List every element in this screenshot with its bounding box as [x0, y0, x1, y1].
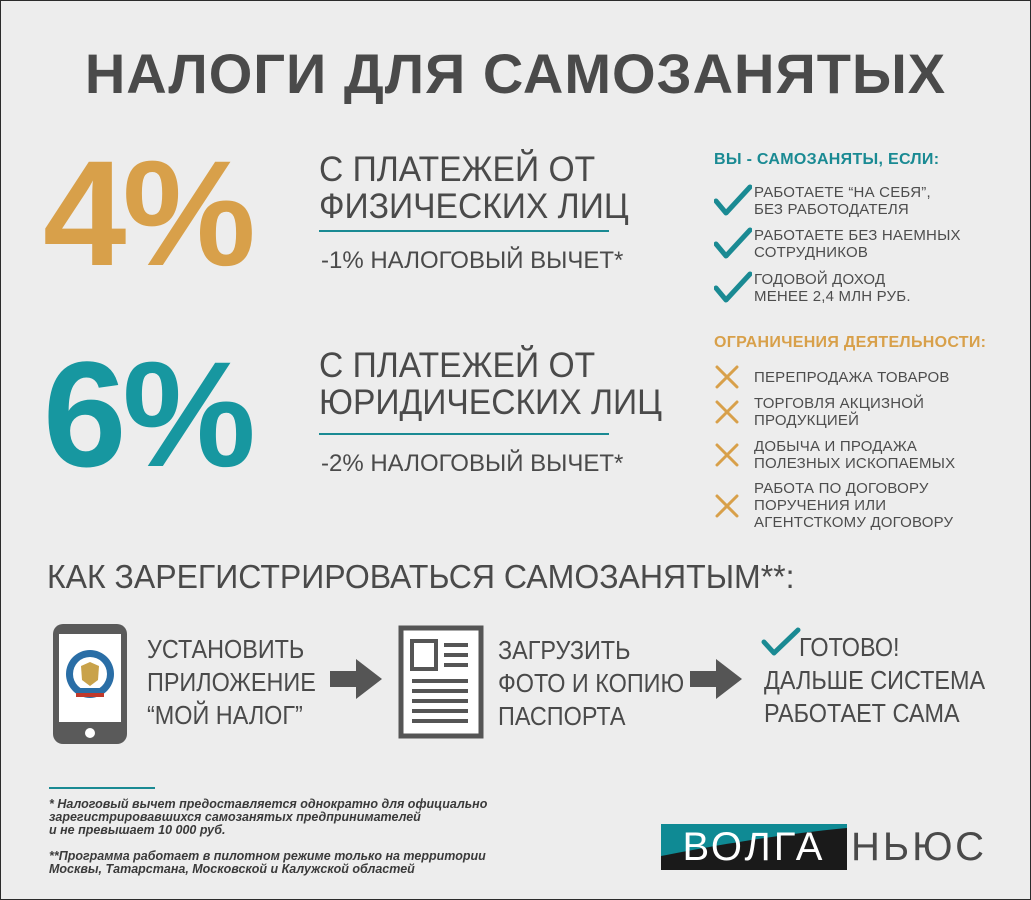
cross-icon: [714, 400, 754, 424]
rate-6-deduction: -2% НАЛОГОВЫЙ ВЫЧЕТ*: [321, 450, 624, 477]
condition-line2: СОТРУДНИКОВ: [754, 244, 869, 261]
check-icon: [714, 184, 754, 218]
footnote-1-line3: и не превышает 10 000 руб.: [49, 823, 226, 837]
page-title: НАЛОГИ ДЛЯ САМОЗАНЯТЫХ: [84, 42, 947, 105]
restriction-item: ДОБЫЧА И ПРОДАЖА ПОЛЕЗНЫХ ИСКОПАЕМЫХ: [714, 438, 955, 472]
step-1-line2: ПРИЛОЖЕНИЕ: [147, 667, 316, 697]
footnote-1-line2: зарегистрировавшихся самозанятых предпри…: [49, 810, 421, 824]
arrow-right-icon: [690, 659, 742, 704]
restriction-line2: ПОЛЕЗНЫХ ИСКОПАЕМЫХ: [754, 455, 956, 472]
step-3-line3: РАБОТАЕТ САМА: [764, 698, 960, 728]
howto-heading: КАК ЗАРЕГИСТРИРОВАТЬСЯ САМОЗАНЯТЫМ**:: [47, 558, 795, 595]
rate-6-divider: [319, 433, 609, 435]
rate-6-percent: 6%: [43, 330, 256, 498]
condition-line2: МЕНЕЕ 2,4 МЛН РУБ.: [754, 288, 911, 305]
condition-item: РАБОТАЕТЕ БЕЗ НАЕМНЫХ СОТРУДНИКОВ: [714, 227, 961, 261]
footnote-2: **Программа работает в пилотном режиме т…: [49, 850, 486, 876]
condition-line1: РАБОТАЕТЕ БЕЗ НАЕМНЫХ: [754, 227, 961, 244]
restriction-line1: ДОБЫЧА И ПРОДАЖА: [754, 438, 918, 455]
step-1-line1: УСТАНОВИТЬ: [147, 634, 305, 664]
restriction-line3: АГЕНТСТКОМУ ДОГОВОРУ: [754, 514, 954, 531]
step-3-line2: ДАЛЬШЕ СИСТЕМА: [764, 665, 986, 695]
conditions-heading: ВЫ - САМОЗАНЯТЫ, ЕСЛИ:: [714, 151, 940, 168]
check-icon: [761, 627, 801, 662]
rate-4-divider: [319, 230, 609, 232]
logo-right-text: НЬЮС: [851, 825, 987, 869]
footnote-1-line1: * Налоговый вычет предоставляется однокр…: [49, 797, 488, 811]
cross-icon: [714, 443, 754, 467]
rate-4-line2: ФИЗИЧЕСКИХ ЛИЦ: [319, 187, 629, 226]
restrictions-heading: ОГРАНИЧЕНИЯ ДЕЯТЕЛЬНОСТИ:: [714, 334, 987, 351]
logo: ВОЛГА: [661, 824, 847, 870]
logo-left-text: ВОЛГА: [682, 825, 826, 869]
phone-app-icon: [51, 622, 129, 746]
step-2-line2: ФОТО И КОПИЮ: [498, 668, 685, 698]
cross-icon: [714, 365, 754, 389]
restriction-line1: РАБОТА ПО ДОГОВОРУ: [754, 480, 929, 497]
restriction-line1: ТОРГОВЛЯ АКЦИЗНОЙ: [754, 395, 925, 412]
restriction-line1: ПЕРЕПРОДАЖА ТОВАРОВ: [754, 368, 950, 386]
rate-6-line1: С ПЛАТЕЖЕЙ ОТ: [319, 346, 596, 385]
step-1-text: УСТАНОВИТЬ ПРИЛОЖЕНИЕ “МОЙ НАЛОГ”: [147, 633, 316, 732]
restriction-line2: ПРОДУКЦИЕЙ: [754, 412, 860, 429]
rate-6-line2: ЮРИДИЧЕСКИХ ЛИЦ: [319, 383, 663, 422]
check-icon: [714, 271, 754, 305]
step-2-text: ЗАГРУЗИТЬ ФОТО И КОПИЮ ПАСПОРТА: [498, 634, 684, 733]
step-1-line3: “МОЙ НАЛОГ”: [147, 700, 303, 730]
footnote-divider: [49, 787, 155, 789]
document-icon: [398, 625, 484, 744]
condition-line1: ГОДОВОЙ ДОХОД: [754, 271, 886, 288]
condition-line1: РАБОТАЕТЕ “НА СЕБЯ”,: [754, 184, 931, 201]
rate-4-deduction: -1% НАЛОГОВЫЙ ВЫЧЕТ*: [321, 247, 624, 274]
footnote-2-line1: **Программа работает в пилотном режиме т…: [49, 849, 486, 863]
step-2-line3: ПАСПОРТА: [498, 701, 626, 731]
check-icon: [714, 227, 754, 261]
condition-line2: БЕЗ РАБОТОДАТЕЛЯ: [754, 201, 909, 218]
rate-4-line1: С ПЛАТЕЖЕЙ ОТ: [319, 150, 596, 189]
step-2-line1: ЗАГРУЗИТЬ: [498, 635, 631, 665]
footnote-1: * Налоговый вычет предоставляется однокр…: [49, 798, 487, 837]
step-3-line1: ГОТОВО!: [799, 632, 900, 662]
restriction-line2: ПОРУЧЕНИЯ ИЛИ: [754, 497, 887, 514]
rate-4-percent: 4%: [43, 129, 256, 297]
footnote-2-line2: Москвы, Татарстана, Московской и Калужск…: [49, 862, 415, 876]
restriction-item: РАБОТА ПО ДОГОВОРУ ПОРУЧЕНИЯ ИЛИ АГЕНТСТ…: [714, 480, 953, 531]
condition-item: РАБОТАЕТЕ “НА СЕБЯ”, БЕЗ РАБОТОДАТЕЛЯ: [714, 184, 931, 218]
cross-icon: [714, 494, 754, 518]
restriction-item: ПЕРЕПРОДАЖА ТОВАРОВ: [714, 365, 950, 389]
restriction-item: ТОРГОВЛЯ АКЦИЗНОЙ ПРОДУКЦИЕЙ: [714, 395, 924, 429]
condition-item: ГОДОВОЙ ДОХОД МЕНЕЕ 2,4 МЛН РУБ.: [714, 271, 911, 305]
arrow-right-icon: [330, 659, 382, 704]
